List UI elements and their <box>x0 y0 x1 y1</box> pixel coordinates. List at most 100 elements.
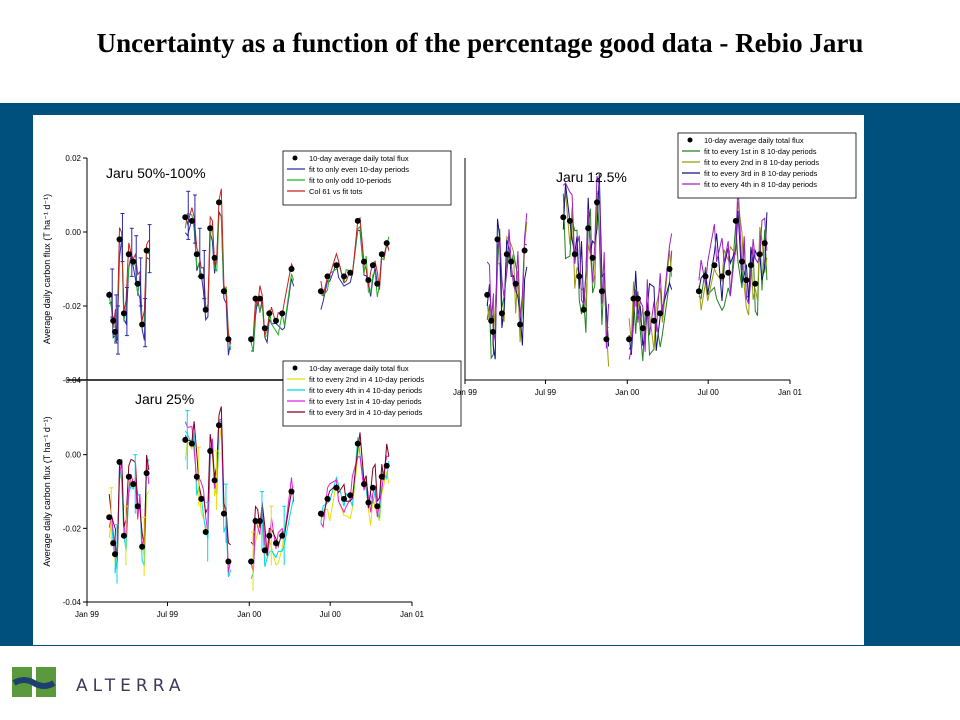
obs-point <box>580 306 587 313</box>
obs-point <box>747 262 754 269</box>
obs-point <box>644 310 651 317</box>
obs-point <box>317 288 324 295</box>
obs-point <box>347 492 354 499</box>
obs-point <box>207 448 214 454</box>
obs-point <box>252 518 259 524</box>
obs-point <box>182 436 189 443</box>
logo-wave <box>12 677 56 689</box>
obs-point <box>116 459 123 465</box>
chart-label: Jaru 12.5% <box>556 169 627 185</box>
obs-point <box>657 310 664 317</box>
obs-point <box>603 336 610 343</box>
obs-point <box>139 321 146 328</box>
obs-point <box>508 258 515 265</box>
chart-c12 <box>464 132 857 384</box>
y-tick-label: -0.04 <box>63 376 82 385</box>
obs-point <box>211 477 218 484</box>
x-tick-label: Jan 01 <box>778 388 803 397</box>
obs-point <box>571 251 578 258</box>
legend-label: fit to every 1st in 8 10-day periods <box>704 147 817 156</box>
x-tick-label: Jul 00 <box>698 388 720 397</box>
obs-point <box>517 321 524 328</box>
obs-point <box>110 540 117 547</box>
chart-label: Jaru 50%-100% <box>106 165 206 181</box>
obs-point <box>266 532 273 539</box>
obs-point <box>288 488 295 495</box>
x-tick-label: Jul 99 <box>157 610 179 619</box>
obs-point <box>279 310 286 317</box>
y-tick-label: -0.02 <box>63 302 82 311</box>
legend-label: fit to only even 10-day periods <box>309 165 409 174</box>
series-line <box>320 455 389 529</box>
obs-point <box>702 273 709 280</box>
series-line <box>698 223 768 316</box>
y-tick-label: -0.02 <box>63 524 82 533</box>
x-tick-label: Jan 01 <box>400 610 425 619</box>
legend-box <box>282 150 452 206</box>
series-line <box>108 454 150 562</box>
obs-point <box>261 325 268 332</box>
obs-point <box>752 280 759 287</box>
obs-point <box>130 258 137 265</box>
obs-point <box>143 247 150 254</box>
x-tick-label: Jul 99 <box>535 388 557 397</box>
obs-point <box>220 510 227 517</box>
obs-point <box>143 470 150 477</box>
obs-point <box>630 295 637 302</box>
obs-point <box>503 251 510 258</box>
obs-point <box>598 288 605 295</box>
obs-point <box>560 214 567 221</box>
obs-point <box>626 336 633 343</box>
obs-point <box>566 217 573 224</box>
obs-point <box>130 481 137 488</box>
obs-point <box>193 251 200 258</box>
obs-point <box>498 310 505 317</box>
legend-label: fit to every 3rd in 8 10-day periods <box>704 169 818 178</box>
legend-label: fit to every 1st in 4 10-day periods <box>309 397 422 406</box>
chart-label: Jaru 25% <box>135 391 194 407</box>
obs-point <box>202 529 209 535</box>
chart-c50 <box>67 150 452 381</box>
y-tick-label: -0.04 <box>63 598 82 607</box>
obs-point <box>225 336 232 343</box>
x-tick-label: Jan 99 <box>453 388 478 397</box>
obs-point <box>125 251 132 258</box>
obs-point <box>374 503 381 510</box>
obs-point <box>484 291 491 298</box>
obs-point <box>248 558 255 565</box>
x-tick-label: Jan 00 <box>237 610 262 619</box>
obs-point <box>347 269 354 276</box>
obs-point <box>756 251 763 258</box>
obs-point <box>273 540 279 547</box>
x-tick-label: Jul 00 <box>320 610 342 619</box>
obs-point <box>732 217 739 224</box>
obs-point <box>112 328 118 335</box>
obs-point <box>739 258 745 265</box>
legend-label: fit to every 2nd in 4 10-day periods <box>309 375 424 384</box>
series-line <box>184 406 231 546</box>
legend-marker <box>292 365 298 371</box>
obs-point <box>256 518 263 524</box>
legend-label: fit to every 3rd in 4 10-day periods <box>309 408 423 417</box>
series-line <box>698 210 768 303</box>
series-line <box>184 188 232 344</box>
obs-point <box>378 473 385 480</box>
legend-label: fit to every 2nd in 8 10-day periods <box>704 158 819 167</box>
legend-box <box>677 132 857 199</box>
obs-point <box>494 236 501 243</box>
obs-point <box>188 440 195 447</box>
obs-point <box>761 240 768 247</box>
legend-box <box>282 360 462 427</box>
obs-point <box>324 273 331 280</box>
obs-point <box>106 514 113 521</box>
obs-point <box>202 306 209 313</box>
series-line <box>486 213 528 342</box>
legend-label: fit to every 4th in 4 10-day periods <box>309 386 422 395</box>
obs-point <box>182 214 189 221</box>
obs-point <box>120 532 127 539</box>
series-line <box>320 436 390 526</box>
obs-point <box>116 236 123 243</box>
obs-point <box>374 280 381 287</box>
obs-point <box>585 225 592 232</box>
